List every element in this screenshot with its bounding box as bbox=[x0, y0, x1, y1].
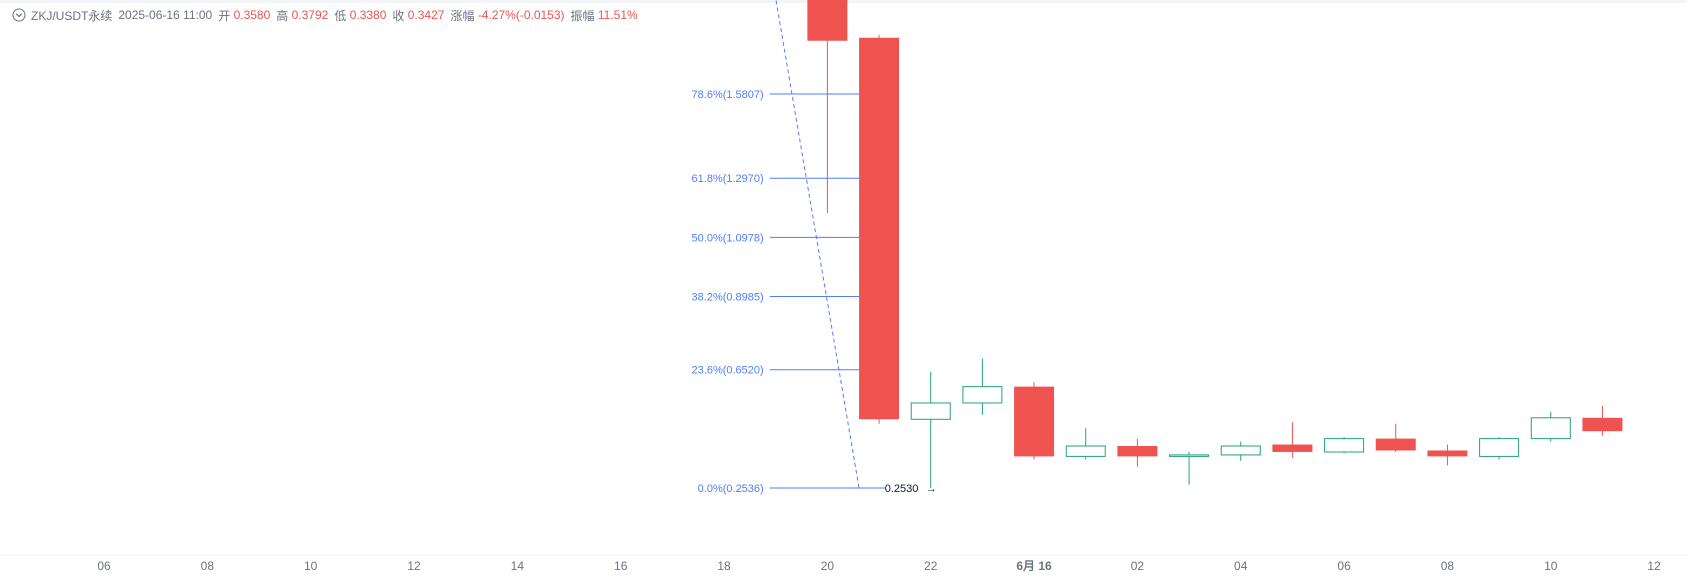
fib-level-label: 23.6%(0.6520) bbox=[692, 365, 764, 377]
close-value: 0.3427 bbox=[407, 8, 445, 22]
x-tick-label: 08 bbox=[201, 559, 215, 573]
candles bbox=[807, 0, 1623, 489]
candle-body bbox=[1117, 446, 1158, 457]
candle-body bbox=[1169, 454, 1210, 457]
low-price-label: 0.2530 bbox=[885, 483, 919, 495]
candle-body bbox=[1427, 450, 1468, 457]
close-label: 收 bbox=[392, 8, 405, 23]
chevron-down-circle-icon[interactable] bbox=[12, 8, 26, 22]
candle-body bbox=[1479, 438, 1520, 457]
candle-body bbox=[807, 0, 848, 41]
x-tick-label: 06 bbox=[1337, 559, 1351, 573]
low-marker-arrow: → bbox=[926, 483, 937, 495]
x-tick-label: 08 bbox=[1441, 559, 1455, 573]
x-tick-label: 16 bbox=[614, 559, 628, 573]
low-label: 低 bbox=[334, 8, 347, 23]
candle-body bbox=[1324, 438, 1365, 453]
candle-body bbox=[1220, 445, 1261, 456]
x-tick-label: 10 bbox=[1544, 559, 1558, 573]
candle-body bbox=[859, 37, 900, 420]
low-value: 0.3380 bbox=[349, 8, 387, 22]
candle-body bbox=[1065, 445, 1106, 457]
x-tick-label: 06 bbox=[97, 559, 111, 573]
x-tick-label: 10 bbox=[304, 559, 318, 573]
price-markers: ←1.98400.2530→ bbox=[885, 483, 937, 495]
candle-body bbox=[1530, 417, 1571, 440]
candle-body bbox=[910, 402, 951, 420]
x-tick-label: 12 bbox=[1647, 559, 1661, 573]
x-tick-label: 02 bbox=[1131, 559, 1145, 573]
x-tick-label: 18 bbox=[717, 559, 731, 573]
open-label: 开 bbox=[218, 8, 231, 23]
candle-body bbox=[1014, 386, 1055, 457]
fib-level-label: 0.0%(0.2536) bbox=[698, 483, 764, 495]
x-tick-label: 22 bbox=[924, 559, 938, 573]
x-tick-label: 04 bbox=[1234, 559, 1248, 573]
fib-level-label: 61.8%(1.2970) bbox=[692, 173, 764, 185]
candle-body bbox=[962, 386, 1003, 404]
x-tick-label: 6月 16 bbox=[1016, 559, 1052, 573]
candle-body bbox=[1272, 444, 1313, 452]
fib-level-label: 50.0%(1.0978) bbox=[692, 232, 764, 244]
fibonacci-retracement[interactable]: 100.0%(1.9420)78.6%(1.5807)61.8%(1.2970)… bbox=[685, 0, 886, 495]
x-tick-label: 14 bbox=[511, 559, 525, 573]
x-tick-label: 20 bbox=[821, 559, 835, 573]
amplitude-label: 振幅 bbox=[570, 8, 595, 23]
ohlc-info-bar: ZKJ/USDT永续 2025-06-16 11:00 开 0.3580 高 0… bbox=[12, 6, 638, 24]
candle-datetime: 2025-06-16 11:00 bbox=[118, 8, 213, 22]
change-value: -4.27%(-0.0153) bbox=[477, 8, 565, 22]
candle-body bbox=[1582, 417, 1623, 432]
amplitude-value: 11.51% bbox=[597, 8, 638, 22]
fib-trend-line bbox=[775, 0, 860, 489]
fib-level-label: 38.2%(0.8985) bbox=[692, 292, 764, 304]
change-label: 涨幅 bbox=[450, 8, 475, 23]
fib-level-label: 78.6%(1.5807) bbox=[692, 89, 764, 101]
high-label: 高 bbox=[276, 8, 289, 23]
symbol-name[interactable]: ZKJ/USDT永续 bbox=[31, 8, 113, 23]
open-value: 0.3580 bbox=[233, 8, 271, 22]
x-tick-label: 12 bbox=[407, 559, 421, 573]
high-value: 0.3792 bbox=[291, 8, 329, 22]
candle-body bbox=[1375, 438, 1416, 451]
time-axis: 06 08 10 12 14 16 18 20 22 6月 16 02 04 06 08 10 12 bbox=[97, 559, 1661, 573]
